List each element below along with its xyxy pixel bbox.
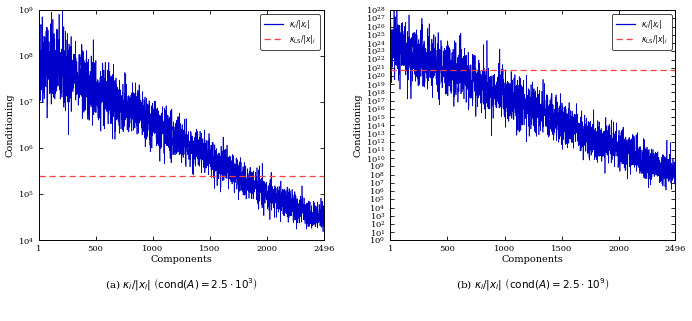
Title: (a) $\kappa_i/|x_i|$ $\left(\mathrm{cond}(A) = 2.5 \cdot 10^3\right)$: (a) $\kappa_i/|x_i|$ $\left(\mathrm{cond…: [104, 276, 257, 292]
Legend: $\kappa_i/|x_i|$, $\kappa_{\mathrm{LS}}/|x|_i$: $\kappa_i/|x_i|$, $\kappa_{\mathrm{LS}}/…: [260, 14, 320, 50]
X-axis label: Components: Components: [150, 255, 212, 264]
X-axis label: Components: Components: [502, 255, 564, 264]
Y-axis label: Conditioning: Conditioning: [6, 93, 15, 157]
Legend: $\kappa_i/|x_i|$, $\kappa_{\mathrm{LS}}/|x|_i$: $\kappa_i/|x_i|$, $\kappa_{\mathrm{LS}}/…: [612, 14, 672, 50]
Title: (b) $\kappa_i/|x_i|$ $\left(\mathrm{cond}(A) = 2.5 \cdot 10^9\right)$: (b) $\kappa_i/|x_i|$ $\left(\mathrm{cond…: [456, 276, 610, 292]
Y-axis label: Conditioning: Conditioning: [354, 93, 363, 157]
